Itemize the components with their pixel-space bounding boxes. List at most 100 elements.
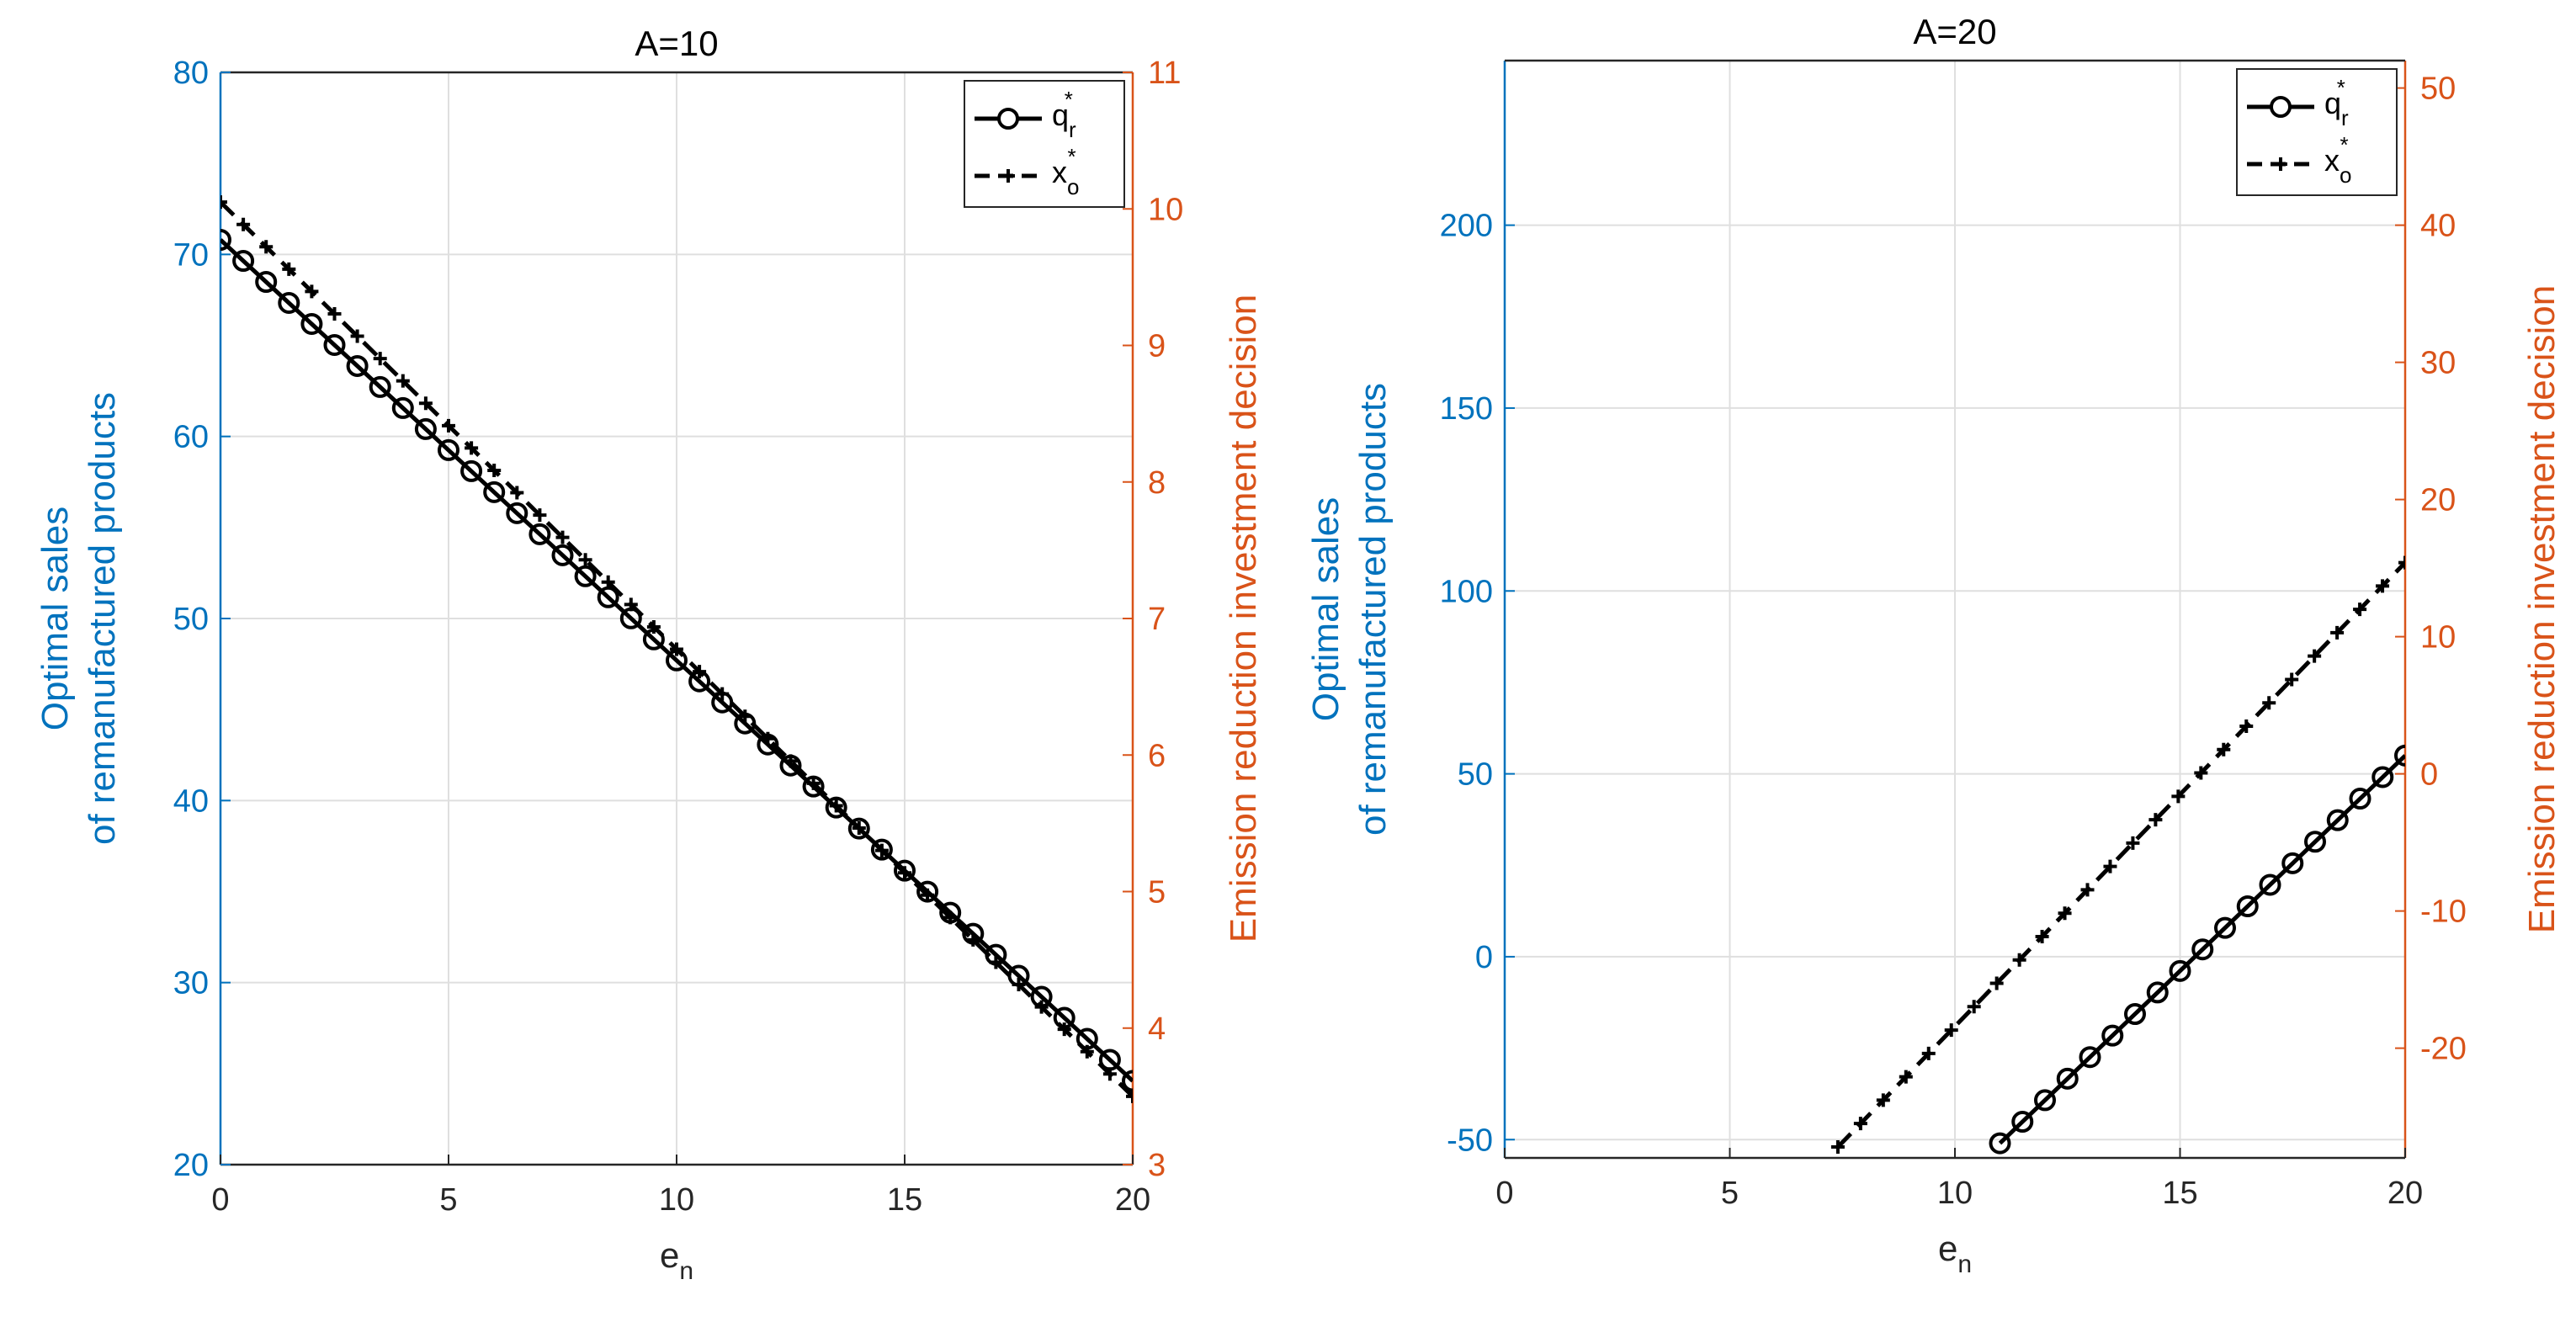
y-left-tick-label: 60	[173, 420, 209, 455]
legend: qr*xo*	[964, 80, 1125, 208]
legend-marker-plus	[1001, 169, 1015, 183]
y-right-tick-label: 6	[1148, 738, 1166, 773]
data-point-plus	[829, 799, 843, 813]
data-point-plus	[2058, 906, 2072, 921]
legend: qr*xo*	[2236, 68, 2398, 196]
legend-marker-circle	[2270, 96, 2292, 118]
legend-label: xo*	[1052, 144, 1079, 199]
data-point-circle	[870, 838, 893, 861]
data-point-plus	[373, 352, 387, 366]
data-point-plus	[874, 843, 889, 857]
series-x-o	[220, 195, 1133, 1103]
data-point-plus	[282, 262, 296, 276]
data-point-plus	[555, 530, 570, 544]
series-line	[1998, 754, 2405, 1145]
legend-label: xo*	[2324, 132, 2351, 188]
y-right-tick-label: 10	[1148, 192, 1183, 227]
legend-box	[964, 80, 1125, 208]
data-point-circle	[2214, 916, 2236, 939]
y-left-tick-label: 0	[1475, 940, 1493, 975]
data-point-plus	[1057, 1022, 1071, 1037]
data-point-plus	[465, 441, 479, 455]
data-point-circle	[2146, 981, 2169, 1004]
y-right-tick-label: 5	[1148, 875, 1166, 911]
data-point-plus	[1012, 978, 1026, 992]
y-left-tick-label: 70	[173, 237, 209, 273]
y-right-tick-label: 20	[2420, 483, 2456, 518]
data-point-plus	[442, 418, 455, 433]
data-point-circle	[255, 270, 278, 293]
data-point-plus	[259, 240, 274, 254]
y-right-tick-label: 11	[1148, 56, 1181, 91]
legend-marker-circle	[997, 108, 1019, 130]
x-tick-label: 0	[211, 1182, 229, 1218]
data-point-plus	[852, 821, 866, 836]
data-point-circle	[369, 375, 391, 398]
x-tick-label: 20	[2387, 1176, 2423, 1211]
data-point-circle	[2079, 1046, 2101, 1069]
legend-marker-plus	[2274, 157, 2287, 171]
data-point-circle	[323, 333, 346, 356]
chart-title: A=10	[635, 24, 718, 63]
grid	[220, 72, 1134, 1165]
data-point-circle	[528, 523, 551, 545]
data-point-plus	[2262, 696, 2276, 710]
x-axis-label: en	[660, 1235, 693, 1285]
y-left-axis-label-line2: of remanufactured products	[1352, 383, 1394, 836]
data-point-plus	[350, 329, 364, 343]
y-left-tick-label: 50	[173, 602, 209, 637]
y-right-axis-label: Emission reduction investment decision	[2521, 285, 2563, 933]
data-point-circle	[220, 229, 231, 252]
data-point-circle	[2349, 788, 2372, 810]
data-point-plus	[305, 284, 319, 299]
data-point-plus	[220, 195, 227, 210]
data-point-plus	[1899, 1070, 1913, 1084]
data-point-plus	[2126, 836, 2140, 850]
y-left-tick-label: 20	[173, 1148, 209, 1183]
data-point-plus	[2308, 649, 2322, 663]
x-tick-label: 5	[439, 1182, 457, 1218]
data-point-plus	[1102, 1067, 1117, 1081]
data-point-circle	[2326, 809, 2349, 831]
data-point-plus	[761, 731, 775, 746]
y-right-tick-label: 50	[2420, 72, 2456, 107]
series-q-r	[1989, 744, 2405, 1155]
data-point-circle	[2304, 831, 2326, 853]
data-point-circle	[551, 544, 574, 566]
data-point-plus	[487, 463, 502, 477]
chart-title: A=20	[1913, 12, 1996, 51]
data-point-circle	[894, 859, 916, 882]
data-point-circle	[346, 354, 369, 377]
data-point-circle	[300, 312, 323, 335]
data-point-plus	[2194, 766, 2208, 780]
data-point-plus	[2239, 719, 2254, 734]
x-tick-label: 20	[1115, 1182, 1150, 1218]
data-point-circle	[1122, 1070, 1133, 1092]
chart-panel-1: 0 5 10 15 20 20 30 40 50 60 70 80 3 4 5 6 7 8 9 10 11 A=10 en O…	[35, 24, 1264, 1285]
x-tick-label: 10	[659, 1182, 694, 1218]
data-point-circle	[438, 438, 459, 461]
data-point-plus	[806, 776, 821, 790]
x-axis-label: en	[1938, 1229, 1972, 1278]
data-point-plus	[898, 866, 911, 880]
legend-label: qr*	[1052, 87, 1076, 142]
y-right-tick-label: 9	[1148, 329, 1166, 364]
data-point-circle	[278, 291, 300, 314]
data-point-plus	[921, 888, 935, 902]
data-point-circle	[2011, 1111, 2034, 1134]
plot-marks	[1830, 555, 2405, 1155]
data-point-plus	[1921, 1046, 1936, 1060]
data-point-plus	[738, 709, 752, 724]
y-left-tick-label: 150	[1440, 391, 1493, 427]
x-tick-label: 15	[887, 1182, 922, 1218]
y-right-tick-label: 30	[2420, 346, 2456, 381]
data-point-circle	[483, 480, 506, 503]
data-point-plus	[2376, 579, 2390, 593]
x-tick-label: 10	[1937, 1176, 1973, 1211]
data-point-plus	[1853, 1117, 1867, 1131]
data-point-plus	[2012, 953, 2026, 967]
y-left-tick-label: 50	[1458, 757, 1493, 793]
data-point-circle	[1989, 1132, 2011, 1155]
data-point-circle	[2394, 744, 2405, 767]
